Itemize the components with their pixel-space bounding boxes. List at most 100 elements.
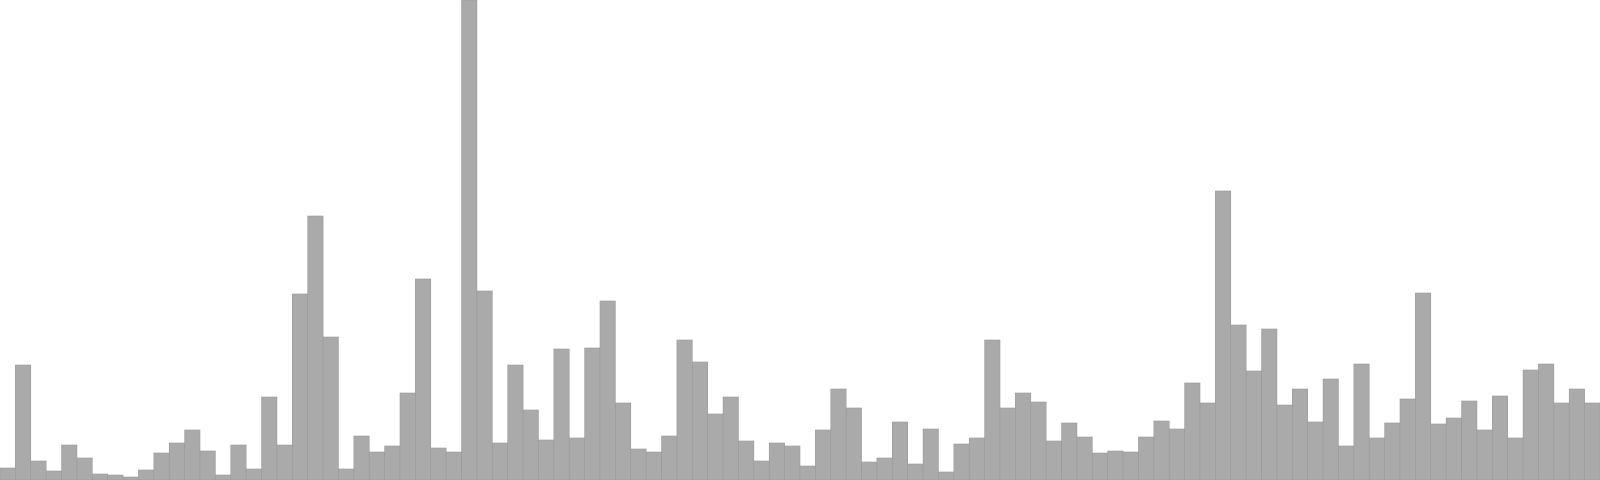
bar-49	[753, 460, 770, 480]
bar-22	[338, 468, 355, 480]
bar-4	[61, 444, 78, 480]
bar-66	[1015, 392, 1032, 480]
bar-51	[784, 445, 801, 480]
bar-44	[676, 339, 693, 480]
bar-85	[1307, 421, 1324, 480]
bar-103	[1584, 402, 1600, 480]
bar-40	[615, 402, 632, 480]
bar-91	[1399, 398, 1416, 480]
bar-67	[1030, 401, 1047, 480]
bar-39	[599, 300, 616, 480]
bar-95	[1461, 400, 1478, 480]
bar-17	[261, 396, 278, 480]
bar-36	[553, 348, 570, 480]
bar-79	[1215, 190, 1232, 480]
bar-72	[1107, 450, 1124, 480]
bar-24	[368, 451, 385, 480]
bar-3	[45, 470, 62, 480]
bar-64	[984, 339, 1001, 480]
bar-61	[938, 471, 955, 480]
bar-30	[461, 0, 478, 480]
bar-94	[1445, 417, 1462, 480]
bar-43	[661, 435, 678, 480]
bar-65	[999, 407, 1016, 480]
bar-38	[584, 347, 601, 480]
bar-75	[1153, 420, 1170, 480]
bar-48	[738, 440, 755, 480]
bar-68	[1045, 440, 1062, 480]
bar-92	[1415, 292, 1432, 480]
bar-45	[692, 361, 708, 480]
bar-25	[384, 445, 401, 480]
bar-15	[230, 444, 247, 480]
bar-20	[307, 215, 324, 480]
bar-63	[968, 437, 985, 480]
bar-98	[1507, 437, 1524, 480]
bar-33	[507, 364, 524, 480]
bar-14	[215, 474, 232, 480]
bar-1	[15, 364, 32, 480]
bar-32	[492, 442, 508, 480]
bar-21	[322, 336, 339, 480]
bar-41	[630, 448, 647, 480]
bar-37	[568, 437, 585, 480]
bar-83	[1276, 404, 1293, 480]
bar-60	[922, 428, 939, 480]
bar-7	[107, 474, 124, 480]
bar-73	[1122, 451, 1139, 480]
bar-74	[1138, 436, 1155, 480]
bar-100	[1538, 363, 1555, 480]
bar-18	[276, 444, 293, 480]
bar-70	[1076, 436, 1093, 480]
bar-11	[168, 442, 185, 480]
bar-89	[1368, 437, 1385, 480]
bar-23	[353, 435, 370, 480]
bar-6	[92, 473, 108, 480]
bar-10	[153, 452, 170, 480]
bar-47	[722, 396, 739, 480]
bar-31	[476, 290, 493, 480]
bar-97	[1492, 395, 1508, 480]
bar-0	[0, 467, 16, 480]
bar-80	[1230, 324, 1247, 480]
bar-81	[1245, 370, 1262, 480]
bar-12	[184, 429, 201, 480]
bar-56	[861, 461, 878, 480]
bar-2	[30, 460, 47, 480]
bar-78	[1199, 402, 1216, 480]
bar-69	[1061, 422, 1078, 480]
bar-16	[245, 468, 262, 480]
bar-87	[1338, 445, 1355, 480]
bar-27	[415, 278, 432, 480]
bar-53	[815, 429, 832, 480]
bar-50	[768, 442, 785, 480]
bar-77	[1184, 382, 1201, 480]
bar-9	[138, 469, 155, 480]
bar-93	[1430, 423, 1447, 480]
bar-101	[1553, 402, 1570, 480]
bar-13	[199, 450, 216, 480]
bar-76	[1168, 428, 1185, 480]
bar-5	[76, 457, 93, 480]
bar-19	[292, 293, 308, 480]
bar-35	[538, 439, 555, 480]
bar-86	[1322, 378, 1339, 480]
bar-29	[445, 451, 462, 480]
bar-62	[953, 443, 970, 480]
bar-84	[1292, 388, 1308, 480]
bar-82	[1261, 328, 1278, 480]
bar-96	[1476, 429, 1493, 480]
bar-55	[845, 407, 862, 480]
bar-42	[645, 451, 662, 480]
bar-71	[1092, 452, 1108, 480]
bar-28	[430, 447, 447, 480]
bar-26	[399, 392, 416, 480]
bar-46	[707, 413, 724, 480]
bar-59	[907, 463, 924, 480]
bar-90	[1384, 422, 1401, 480]
bar-34	[522, 409, 539, 480]
bar-57	[876, 457, 893, 480]
bar-99	[1522, 369, 1539, 480]
